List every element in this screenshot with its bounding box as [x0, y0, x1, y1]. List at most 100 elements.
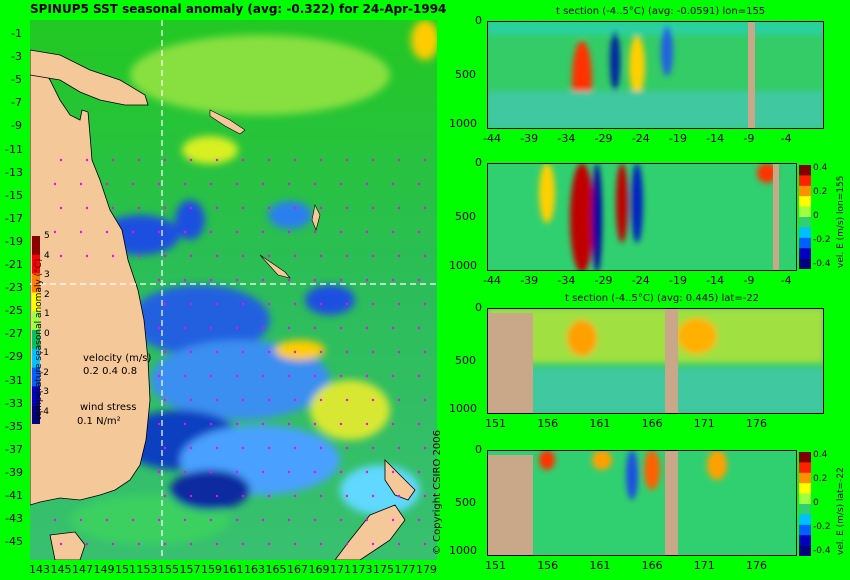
velocity-colorbar-lon [799, 165, 811, 269]
velocity-colorbar-swatch [799, 462, 811, 473]
colorbar-swatch [32, 367, 40, 387]
panel-x-tick: -14 [706, 132, 725, 145]
velocity-vector [183, 422, 187, 426]
velocity-vector [183, 278, 187, 282]
velocity-vector [365, 470, 369, 474]
velocity-vector [163, 494, 167, 498]
panel-x-tick: 151 [485, 417, 506, 430]
velocity-vector [241, 302, 245, 306]
velocity-vector [423, 350, 427, 354]
velocity-vector [417, 374, 421, 378]
velocity-vector [287, 422, 291, 426]
map-canvas [30, 20, 437, 560]
anomaly-blobs [70, 20, 437, 545]
velocity-vector [371, 254, 375, 258]
velocity-vector [293, 158, 297, 162]
panel-x-tick: 166 [641, 417, 663, 430]
colorbar-tick: 3 [44, 270, 50, 280]
section-panel-vel-lon[interactable] [487, 163, 797, 271]
section-panel-temp-lon[interactable] [487, 21, 824, 129]
velocity-vector [261, 470, 265, 474]
velocity-vector [189, 254, 193, 258]
velocity-vector [345, 302, 349, 306]
velocity-vector [79, 518, 83, 522]
velocity-vector [111, 542, 115, 546]
velocity-vector [423, 542, 427, 546]
panel-x-tick: -24 [631, 274, 650, 287]
lon-tick: 161 [222, 563, 244, 576]
velocity-vector [267, 254, 271, 258]
tasmania-landmass [49, 531, 86, 560]
velocity-vector [235, 278, 239, 282]
velocity-vector [319, 398, 323, 402]
panel-x-tick: -34 [557, 274, 576, 287]
velocity-colorbar-swatch [799, 237, 811, 249]
velocity-vector [287, 518, 291, 522]
colorbar-swatch [32, 236, 40, 255]
new-guinea-landmass [30, 49, 149, 106]
panel-y-tick: 500 [455, 496, 476, 509]
velocity-vector [397, 206, 401, 210]
colorbar-tick: 0 [44, 328, 50, 339]
velocity-vector [215, 350, 219, 354]
section-land [665, 308, 678, 414]
lat-tick: -45 [5, 535, 23, 549]
velocity-vector [209, 278, 213, 282]
sst-anomaly-map[interactable] [30, 20, 437, 560]
panel-x-tick: -39 [520, 274, 539, 287]
lon-tick: 177 [394, 563, 416, 576]
velocity-colorbar-swatch [799, 185, 811, 197]
velocity-vector [163, 254, 167, 258]
section-canvas [487, 308, 824, 414]
lon-tick: 173 [351, 563, 373, 576]
velocity-vector [209, 326, 213, 330]
velocity-vector [215, 158, 219, 162]
main-map-title: SPINUP5 SST seasonal anomaly (avg: -0.32… [30, 2, 447, 16]
velocity-vector [215, 254, 219, 258]
velocity-vector [391, 374, 395, 378]
velocity-colorbar-swatch [799, 217, 811, 228]
velocity-vector [53, 182, 57, 186]
lon-tick: 147 [72, 563, 93, 576]
velocity-vector [183, 182, 187, 186]
lon-tick: 171 [330, 563, 351, 576]
velocity-colorbar-swatch [799, 504, 811, 515]
section-panel-vel-lat[interactable] [487, 450, 797, 556]
velocity-vector [105, 518, 109, 522]
velocity-vector [371, 542, 375, 546]
velocity-vector [339, 374, 343, 378]
lat-tick: -23 [5, 281, 23, 295]
velocity-vector [267, 398, 271, 402]
panel-x-tick: 156 [537, 559, 559, 572]
velocity-vector [241, 350, 245, 354]
velocity-vector [267, 302, 271, 306]
velocity-vector [59, 254, 63, 258]
velocity-vector [157, 470, 161, 474]
velocity-vector [261, 374, 265, 378]
panel-y-tick: 500 [455, 354, 476, 367]
velocity-vector [235, 518, 239, 522]
velocity-vector [215, 398, 219, 402]
velocity-vector [293, 350, 297, 354]
velocity-vector [287, 278, 291, 282]
lat-tick: -7 [11, 96, 22, 110]
section-field [539, 163, 777, 271]
velocity-vector [319, 446, 323, 450]
colorbar-swatch [32, 386, 40, 406]
lon-tick: 153 [136, 563, 158, 576]
velocity-vector [293, 494, 297, 498]
velocity-vector [209, 518, 213, 522]
velocity-vector [319, 542, 323, 546]
velocity-vector [397, 494, 401, 498]
velocity-vector [345, 206, 349, 210]
velocity-vector [261, 278, 265, 282]
velocity-vector [345, 254, 349, 258]
lat-tick: -11 [5, 142, 23, 156]
section-panel-temp-lat[interactable] [487, 308, 824, 414]
copyright-text: © Copyright CSIRO 2006 [432, 430, 443, 555]
velocity-vector [339, 518, 343, 522]
velocity-vector [241, 254, 245, 258]
colorbar-tick: -2 [40, 367, 49, 378]
velocity-vector [345, 398, 349, 402]
panel-x-tick: -44 [483, 274, 501, 287]
